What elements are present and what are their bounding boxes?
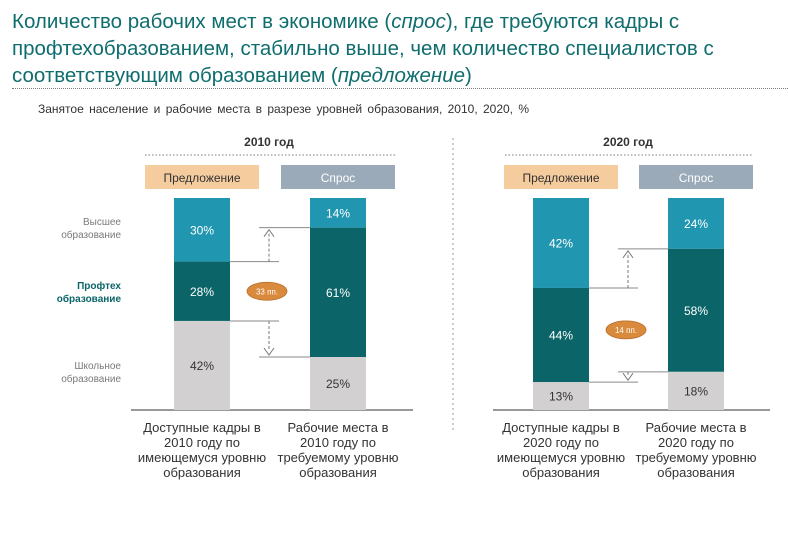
tag-label-0-0: Предложение — [163, 171, 240, 185]
tag-supply-1 — [504, 165, 618, 189]
data-label-school-0-0: 42% — [190, 359, 214, 373]
data-label-vocational-1-1: 58% — [684, 304, 708, 318]
gap-arrowhead-top-0 — [263, 228, 275, 237]
data-label-higher-0-1: 14% — [326, 206, 350, 220]
title-divider — [12, 88, 788, 89]
gap-arrowhead-top-1 — [622, 250, 634, 259]
data-label-school-1-1: 18% — [684, 384, 708, 398]
tag-supply-0 — [145, 165, 259, 189]
tag-label-1-0: Предложение — [522, 171, 599, 185]
gap-label-1: 14 пп. — [615, 326, 637, 335]
title-em-demand: спрос — [391, 10, 446, 33]
bar-caption-0-0: Доступные кадры в 2010 году по имеющемуся … — [138, 420, 266, 480]
title-part-3: ) — [465, 64, 472, 87]
row-label-school: Школьное образование — [61, 361, 121, 385]
bar-segment-higher-0-0 — [174, 198, 230, 262]
gap-label-0: 33 пп. — [256, 287, 278, 296]
bar-segment-school-0-0 — [174, 320, 230, 410]
bar-segment-school-0-1 — [310, 357, 366, 410]
data-label-vocational-0-1: 61% — [326, 286, 350, 300]
data-label-vocational-1-0: 44% — [549, 329, 573, 343]
tag-label-1-1: Спрос — [679, 171, 714, 185]
bar-segment-school-1-1 — [668, 371, 724, 410]
data-label-school-0-1: 25% — [326, 377, 350, 391]
page-title: Количество рабочих мест в экономике (спр… — [12, 8, 782, 89]
title-part-2: ), где требуются кадры с профтехобразова… — [12, 10, 714, 87]
bar-segment-higher-1-0 — [533, 198, 589, 288]
bar-segment-vocational-1-0 — [533, 287, 589, 383]
data-label-school-1-0: 13% — [549, 390, 573, 404]
row-label-higher: Высшее образование — [61, 217, 121, 241]
bar-caption-0-1: Рабочие места в 2010 году по требуемому ур… — [277, 420, 398, 480]
bar-segment-school-1-0 — [533, 382, 589, 410]
bar-segment-vocational-0-0 — [174, 261, 230, 321]
bar-caption-1-0: Доступные кадры в 2020 году по имеющемуся … — [497, 420, 625, 480]
bar-segment-higher-1-1 — [668, 198, 724, 249]
gap-arrowhead-bottom-1 — [622, 372, 634, 382]
panel-header-0: 2010 год — [244, 135, 294, 149]
panel-header-1: 2020 год — [603, 135, 653, 149]
gap-bubble-0 — [246, 281, 288, 301]
title-part-1: Количество рабочих мест в экономике ( — [12, 10, 392, 33]
bar-caption-1-1: Рабочие места в 2020 году по требуемому ур… — [635, 420, 756, 480]
row-label-vocational: Профтех образование — [57, 280, 122, 305]
gap-arrowhead-bottom-0 — [263, 347, 275, 356]
data-label-higher-0-0: 30% — [190, 223, 214, 237]
data-label-higher-1-1: 24% — [684, 217, 708, 231]
tag-label-0-1: Спрос — [321, 171, 356, 185]
tag-demand-1 — [639, 165, 753, 189]
bar-segment-higher-0-1 — [310, 198, 366, 228]
title-em-supply: предложение — [337, 64, 466, 87]
tag-demand-0 — [281, 165, 395, 189]
data-label-higher-1-0: 42% — [549, 236, 573, 250]
gap-bubble-1 — [605, 320, 647, 340]
bar-segment-vocational-1-1 — [668, 248, 724, 372]
data-label-vocational-0-0: 28% — [190, 285, 214, 299]
chart-subtitle: Занятое население и рабочие места в разр… — [38, 102, 530, 116]
bar-segment-vocational-0-1 — [310, 227, 366, 357]
